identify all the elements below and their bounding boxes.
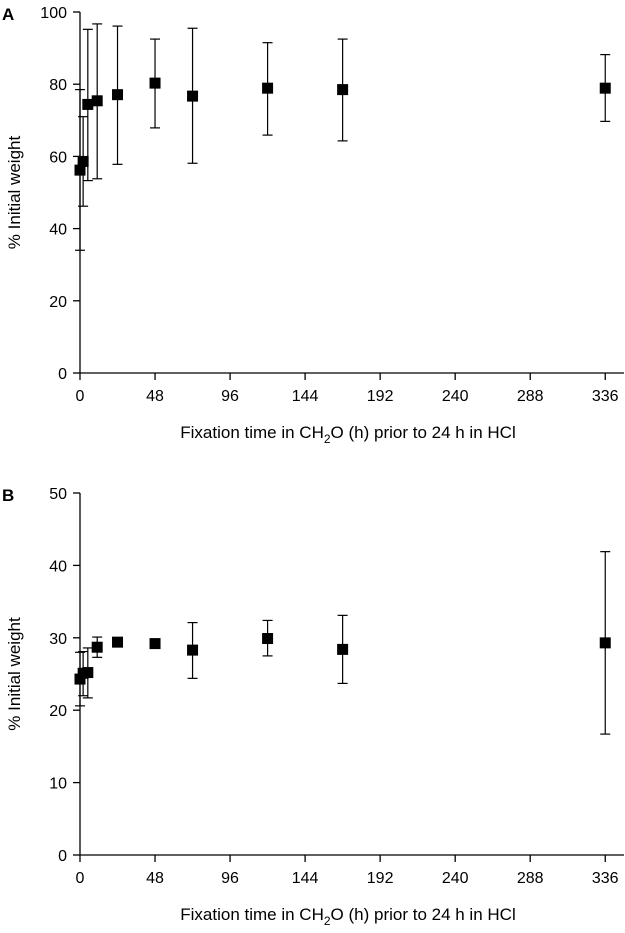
y-tick-label: 40 [49, 222, 67, 239]
x-tick-label: 240 [442, 388, 469, 405]
data-marker [82, 98, 94, 110]
data-point [112, 25, 124, 165]
data-marker [599, 637, 611, 649]
panel-letter: B [2, 486, 14, 505]
y-tick-label: 80 [49, 77, 67, 94]
chart-panel-b: B 0 10 20 30 40 50 0 48 96 144 192 240 288 336 % Initia… [2, 486, 624, 928]
y-axis-title: % Initial weight [5, 617, 24, 731]
data-point [262, 42, 274, 136]
data-marker [599, 82, 611, 94]
y-tick-label: 20 [49, 294, 67, 311]
data-marker [187, 644, 199, 656]
data-point [77, 116, 89, 207]
data-marker [337, 84, 349, 96]
data-point [337, 38, 349, 142]
data-point [74, 89, 86, 251]
x-tick-label: 48 [146, 870, 164, 887]
data-marker [112, 636, 124, 648]
data-point [149, 38, 161, 129]
y-tick-label: 60 [49, 149, 67, 166]
data-marker [149, 77, 161, 89]
data-point [82, 647, 94, 699]
y-tick-label: 50 [49, 486, 67, 503]
data-point [187, 621, 199, 679]
data-marker [74, 164, 86, 176]
data-point [112, 636, 124, 648]
panel-letter: A [2, 5, 14, 24]
x-tick-label: 336 [592, 870, 619, 887]
x-axis-title: Fixation time in CH2O (h) prior to 24 h … [180, 905, 515, 928]
y-tick-label: 20 [49, 703, 67, 720]
data-point [91, 23, 103, 180]
data-point [149, 638, 161, 650]
y-tick-label: 0 [58, 366, 67, 383]
x-tick-label: 192 [367, 388, 394, 405]
data-point [82, 28, 94, 182]
data-point [91, 636, 103, 658]
x-tick-label: 0 [76, 870, 85, 887]
y-axis-title: % Initial weight [5, 136, 24, 250]
y-tick-label: 10 [49, 776, 67, 793]
data-point [599, 551, 611, 735]
x-tick-label: 0 [76, 388, 85, 405]
data-marker [262, 633, 274, 645]
data-point [262, 619, 274, 657]
data-marker [74, 673, 86, 685]
data-point [187, 27, 199, 164]
x-tick-label: 144 [292, 388, 319, 405]
x-tick-label: 96 [221, 388, 239, 405]
x-tick-label: 336 [592, 388, 619, 405]
y-tick-label: 100 [40, 5, 67, 22]
x-axis-title: Fixation time in CH2O (h) prior to 24 h … [180, 423, 515, 446]
data-marker [91, 641, 103, 653]
x-tick-label: 144 [292, 870, 319, 887]
x-tick-label: 48 [146, 388, 164, 405]
data-marker [337, 643, 349, 655]
x-tick-label: 288 [517, 870, 544, 887]
y-tick-label: 0 [58, 848, 67, 865]
data-marker [149, 638, 161, 650]
x-tick-label: 192 [367, 870, 394, 887]
x-tick-label: 288 [517, 388, 544, 405]
y-tick-label: 40 [49, 558, 67, 575]
x-tick-label: 96 [221, 870, 239, 887]
data-marker [112, 89, 124, 101]
data-marker [187, 90, 199, 102]
chart-panel-a: A 0 20 40 60 80 100 0 48 96 144 192 240 288 336 % Initi… [2, 5, 624, 446]
data-marker [82, 667, 94, 679]
data-marker [77, 155, 89, 167]
x-tick-label: 240 [442, 870, 469, 887]
data-point [599, 53, 611, 122]
data-point [337, 614, 349, 685]
data-marker [262, 82, 274, 94]
y-tick-label: 30 [49, 631, 67, 648]
data-marker [91, 95, 103, 107]
